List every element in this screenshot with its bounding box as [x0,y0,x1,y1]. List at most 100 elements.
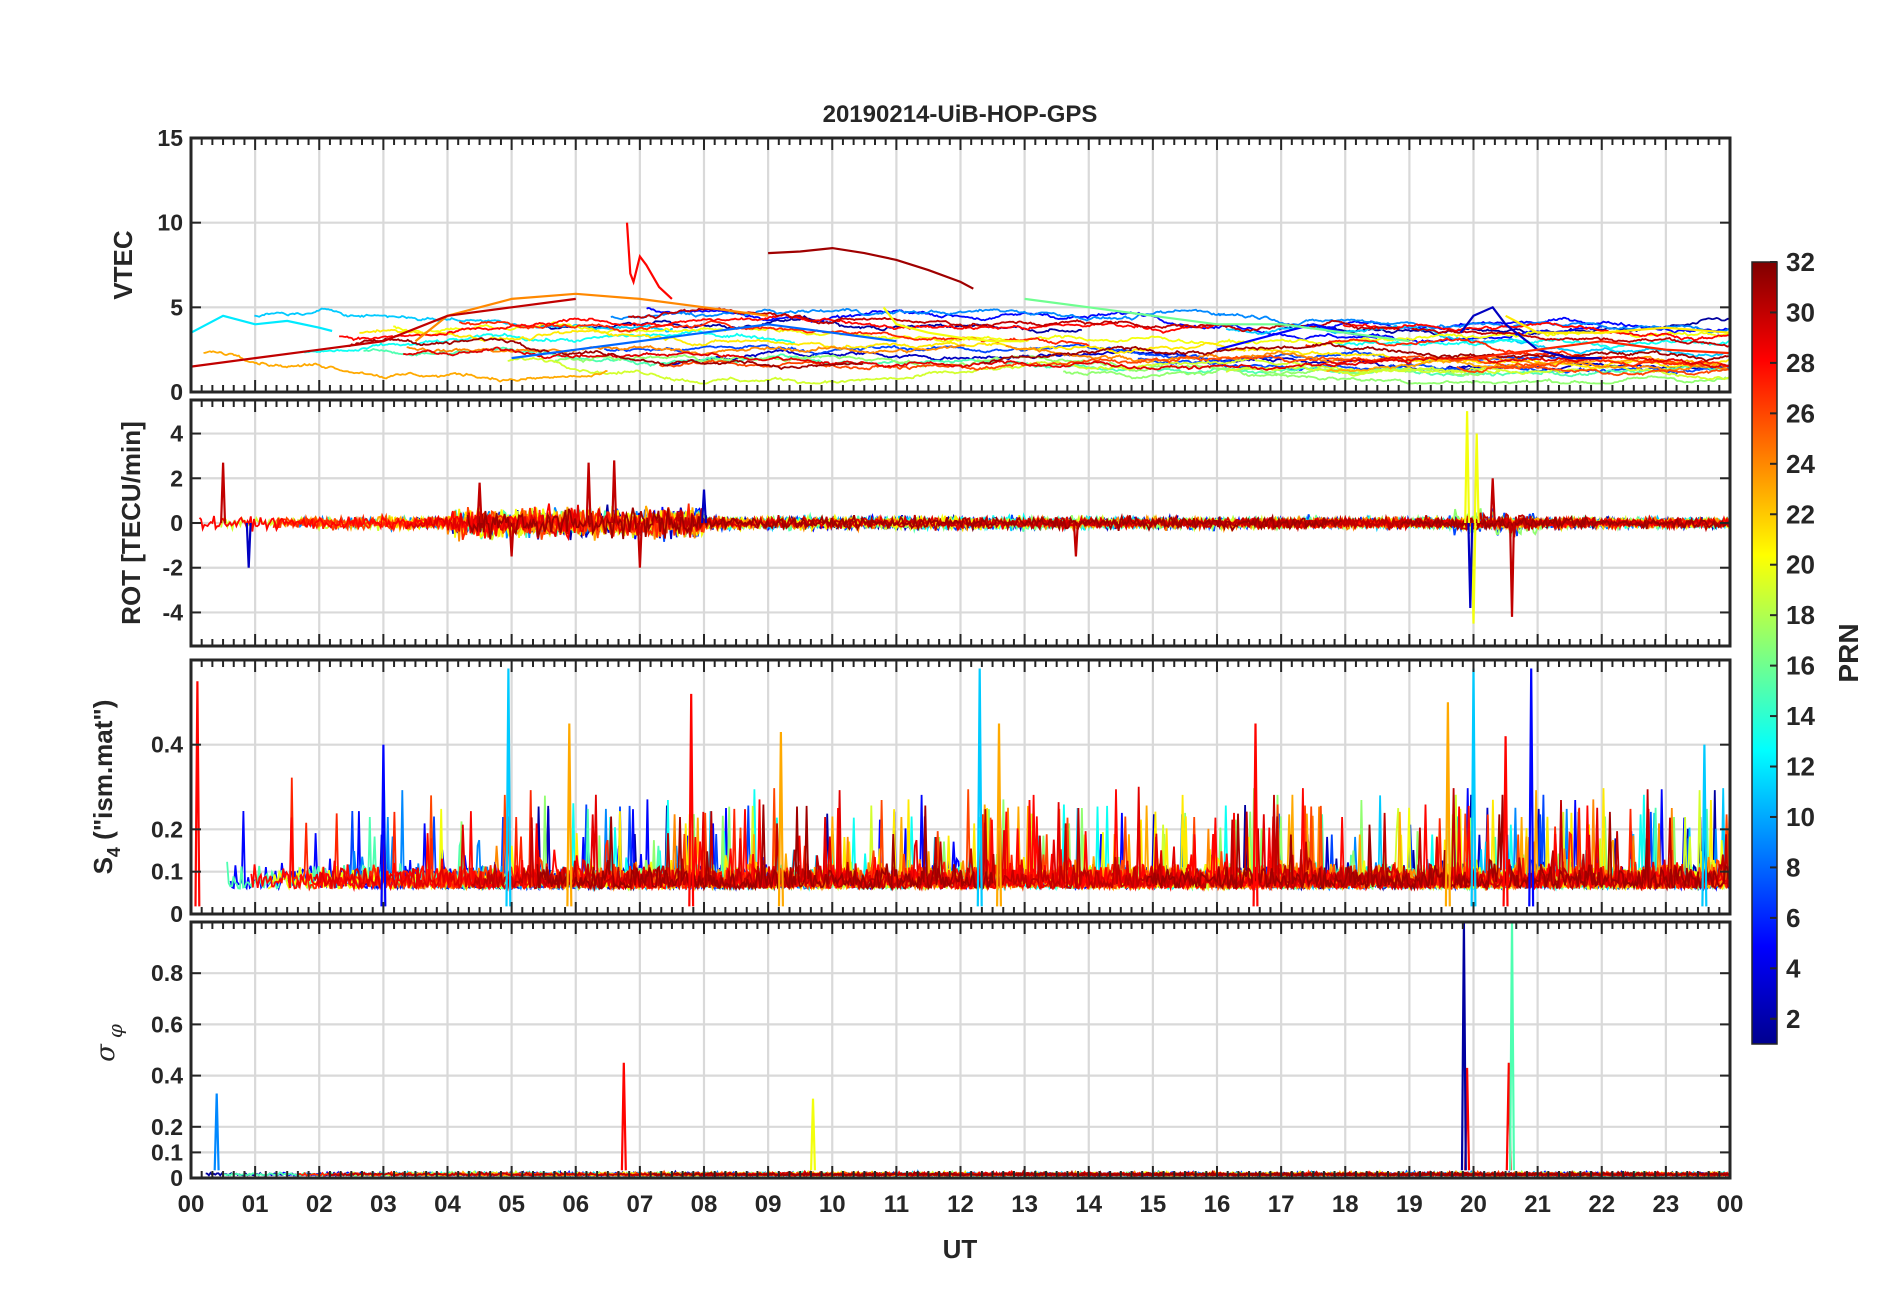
x-tick-label: 14 [1075,1191,1102,1218]
vtec-noise-trace [1225,365,1730,381]
s4-spike-prn-28 [194,681,201,907]
rot-ytick-label: 0 [170,510,183,536]
rot-panel: -4 -2 0 2 4 [163,398,1732,648]
vtec-noise-trace [1456,365,1730,377]
colorbar-tick-label: 30 [1786,297,1815,327]
rot-ytick-label: -4 [163,599,184,625]
rot-noise-traces [198,503,1730,542]
s4-noise-trace [536,804,994,892]
sigma_phi-ytick-label: 0.2 [151,1114,183,1140]
s4-y-label-main: S [88,857,118,874]
vtec-noise-trace [1217,312,1730,334]
rot-spike-prn-30 [611,460,618,524]
rot-y-label: ROT [TECU/min] [116,421,146,625]
rot-spike-prn-30 [636,522,643,568]
s4-spike-prn-11 [505,668,512,907]
colorbar-tick-label: 2 [1786,1004,1800,1034]
colorbar-tick-label: 20 [1786,550,1815,580]
vtec-ytick-label: 5 [170,294,183,320]
vtec-noise-trace [507,356,1501,385]
s4-minor-ticks [190,660,1731,914]
x-tick-label: 17 [1268,1191,1295,1218]
s4-spike-prn-28 [688,693,695,907]
x-tick-label: 13 [1011,1191,1038,1218]
vtec-noise-trace [1342,321,1730,342]
vtec-series-prn-28 [625,222,673,300]
colorbar-tick-label: 22 [1786,499,1815,529]
s4-y-label-rest: ("ism.mat") [88,700,118,847]
x-tick-label: 09 [755,1191,782,1218]
colorbar-tick-label: 4 [1786,953,1801,983]
x-tick-label: 06 [562,1191,589,1218]
s4-spike-prn-23 [996,723,1002,907]
x-tick-label: 05 [498,1191,525,1218]
sigma_phi-grid [191,922,1730,1180]
sigma-phi-panel: 00.10.2 0.4 0.6 0.8 [151,920,1732,1191]
vtec-noise-trace [981,342,1729,365]
x-tick-label: 08 [691,1191,718,1218]
rot-ytick-label: -2 [163,555,183,581]
vtec-noise-trace [1328,355,1730,369]
x-tick-label: 03 [370,1191,397,1218]
sigma_phi-spike-prn-20 [810,1098,816,1171]
x-tick-label: 15 [1140,1191,1167,1218]
rot-spike-prn-30 [1489,478,1496,524]
x-tick-label: 18 [1332,1191,1359,1218]
s4-ytick-label: 0.1 [151,859,183,885]
sigma_phi-spike-prn-28 [620,1062,627,1171]
x-tick-label: 16 [1204,1191,1231,1218]
colorbar-tick-label: 8 [1786,852,1800,882]
vtec-panel: 0 5 10 15 [157,125,1732,405]
rot-spike-prn-30 [1509,522,1515,617]
s4-spike-prn-23 [777,731,784,907]
vtec-series-prn-24 [414,292,769,343]
x-tick-label: 01 [242,1191,269,1218]
s4-y-label-sub: 4 [104,847,124,857]
vtec-series-prn-12 [191,314,333,334]
colorbar-tick-label: 16 [1786,651,1815,681]
rot-ytick-label: 4 [170,421,183,447]
x-tick-label: 23 [1653,1191,1680,1218]
sigma-y-label-sub: φ [103,1024,127,1038]
rot-spike-prn-30 [508,522,515,557]
x-tick-label: 20 [1460,1191,1487,1218]
vtec-noise-trace [303,329,796,354]
vtec-noise-trace [403,346,1412,371]
vtec-ytick-label: 0 [170,379,183,405]
s4-y-label: S4 ("ism.mat") [88,700,124,875]
s4-ytick-label: 0 [170,901,183,927]
sigma_phi-ytick-label: 0.6 [151,1011,183,1037]
s4-noise-trace [1145,794,1730,892]
sigma_phi-ytick-label: 0.1 [151,1139,183,1165]
x-tick-label: 07 [627,1191,654,1218]
vtec-series-prn-20 [882,306,1025,343]
x-tick-label: 19 [1396,1191,1423,1218]
vtec-noise-trace [1411,327,1730,348]
x-axis-ticks: 00 01 02 03 04 05 06 07 08 09 10 11 12 13 14 15 16 17 18 19… [178,1191,1744,1218]
x-tick-label: 22 [1588,1191,1615,1218]
rot-spike-prn-30 [1072,522,1079,557]
sigma_phi-ytick-label: 0.4 [151,1063,183,1089]
x-tick-label: 12 [947,1191,974,1218]
rot-minor-ticks [190,400,1731,646]
rot-spike-prn-3 [245,522,252,568]
sigma_phi-minor-ticks [190,922,1731,1178]
vtec-series-prn-8 [511,323,897,360]
vtec-noise-trace [1319,316,1729,334]
sigma_phi-noise-traces [205,1169,1730,1178]
s4-plot-area [194,668,1730,907]
colorbar-tick-label: 32 [1786,247,1815,277]
x-tick-label: 00 [1717,1191,1744,1218]
colorbar [1751,261,1778,1045]
vtec-series-prn-16 [1024,297,1410,343]
colorbar-tick-label: 10 [1786,802,1815,832]
vtec-series-prn-21 [1505,314,1730,334]
rot-plot-area [198,411,1730,624]
vtec-noise-trace [1063,367,1729,385]
x-tick-label: 21 [1524,1191,1551,1218]
vtec-noise-trace [254,307,673,333]
vtec-ytick-label: 15 [157,125,183,151]
colorbar-tick-label: 24 [1786,449,1815,479]
x-tick-label: 11 [884,1191,909,1218]
